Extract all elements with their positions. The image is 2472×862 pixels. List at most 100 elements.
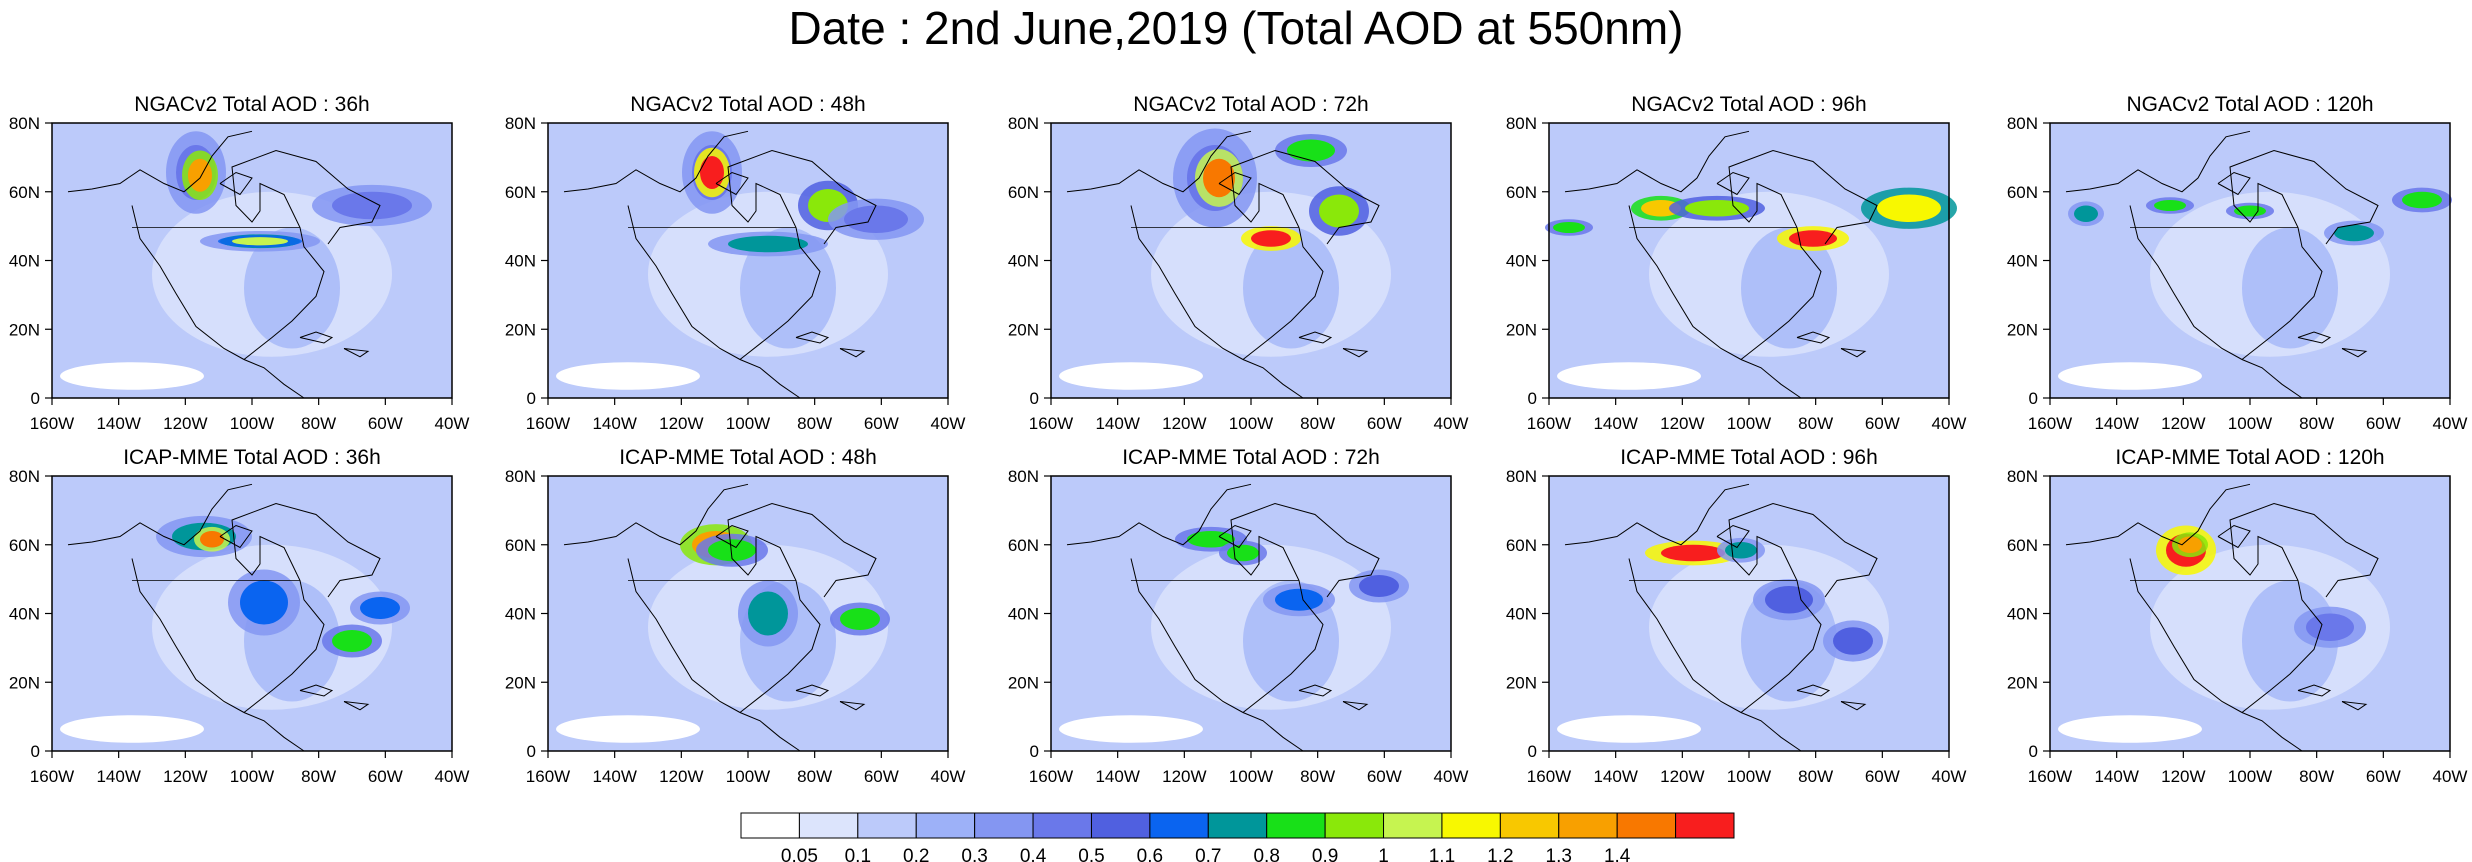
colorbar-box <box>1558 812 1618 839</box>
lon-tick-label: 120W <box>163 414 207 433</box>
lon-tick-label: 140W <box>96 414 140 433</box>
lon-tick-label: 80W <box>1300 767 1335 786</box>
coastline <box>231 149 381 360</box>
lon-tick-label: 140W <box>592 767 636 786</box>
aod-plume <box>1203 158 1235 198</box>
coastline <box>299 684 334 697</box>
colorbar-label: 1.4 <box>1604 846 1631 862</box>
coastline <box>1840 701 1867 711</box>
aod-plume <box>1275 588 1323 611</box>
coastline <box>1728 502 1878 713</box>
aod-plume <box>1833 627 1873 655</box>
coastline <box>1230 502 1380 713</box>
lat-tick-label: 60N <box>1506 536 1537 555</box>
aod-plume <box>748 591 788 636</box>
lon-tick-label: 40W <box>1434 414 1469 433</box>
lat-tick-label: 40N <box>505 252 536 271</box>
aod-plume <box>188 158 212 192</box>
lon-tick-label: 140W <box>2094 767 2138 786</box>
coastline <box>1066 130 1252 193</box>
lon-tick-label: 40W <box>2433 767 2468 786</box>
colorbar-box <box>1032 812 1092 839</box>
aod-plume <box>360 597 400 619</box>
lat-tick-label: 20N <box>2007 320 2038 339</box>
lon-tick-label: 140W <box>1095 767 1139 786</box>
coastline <box>1628 558 1802 752</box>
lon-tick-label: 160W <box>1029 414 1073 433</box>
lon-tick-label: 100W <box>726 767 770 786</box>
coastline <box>1342 348 1369 358</box>
colorbar-box <box>1675 812 1735 839</box>
lat-tick-label: 0 <box>1528 389 1537 408</box>
panel-title: NGACv2 Total AOD : 36h <box>134 93 369 116</box>
coastline <box>1564 130 1750 193</box>
coastline <box>343 701 370 711</box>
panel-title: ICAP-MME Total AOD : 120h <box>2115 446 2384 469</box>
coastline <box>2297 684 2332 697</box>
coastline <box>131 205 305 399</box>
lat-tick-label: 40N <box>1506 252 1537 271</box>
lon-tick-label: 120W <box>1162 414 1206 433</box>
coastline <box>2341 348 2368 358</box>
colorbar-label: 1.2 <box>1487 846 1513 862</box>
lon-tick-label: 160W <box>526 767 570 786</box>
map-panel: ICAP-MME Total AOD : 48h 80N 60N 40N 20N 0 160… <box>505 446 966 786</box>
lat-tick-label: 60N <box>1008 536 1039 555</box>
coastline <box>795 684 830 697</box>
lon-tick-label: 100W <box>726 414 770 433</box>
lon-tick-label: 100W <box>230 414 274 433</box>
lon-tick-label: 40W <box>931 414 966 433</box>
coastline <box>839 348 866 358</box>
lon-tick-label: 40W <box>435 414 470 433</box>
colorbar-label: 0.1 <box>845 846 871 862</box>
coastline <box>2229 502 2379 713</box>
aod-clear-region <box>1557 362 1701 390</box>
lat-tick-label: 0 <box>527 389 536 408</box>
aod-moderate-region <box>2242 227 2338 349</box>
aod-clear-region <box>556 362 700 390</box>
coastline <box>795 331 830 344</box>
lat-tick-label: 60N <box>2007 183 2038 202</box>
aod-plume <box>2154 200 2186 211</box>
lat-tick-label: 20N <box>1008 673 1039 692</box>
aod-plume <box>332 630 372 652</box>
aod-moderate-region <box>740 227 836 349</box>
colorbar-label: 0.3 <box>961 846 987 862</box>
coastline <box>715 171 749 196</box>
colorbar-box <box>798 812 859 839</box>
coastline <box>1342 701 1369 711</box>
colorbar-box <box>1616 812 1677 839</box>
lat-tick-label: 80N <box>2007 467 2038 486</box>
aod-plume <box>2074 205 2098 222</box>
colorbar-label: 0.4 <box>1020 846 1047 862</box>
aod-plume <box>844 205 908 233</box>
lat-tick-label: 60N <box>505 183 536 202</box>
aod-plume <box>2178 536 2202 553</box>
lon-tick-label: 100W <box>1229 767 1273 786</box>
colorbar-box <box>1266 812 1326 839</box>
aod-clear-region <box>1059 362 1203 390</box>
panel-title: ICAP-MME Total AOD : 36h <box>123 446 381 469</box>
coastline <box>1796 684 1831 697</box>
coastline <box>1564 483 1750 546</box>
lon-tick-label: 80W <box>1798 414 1833 433</box>
coastline <box>1130 558 1304 752</box>
aod-clear-region <box>60 715 204 743</box>
coastline <box>1230 149 1380 360</box>
lon-tick-label: 120W <box>1660 414 1704 433</box>
colorbar-label: 0.2 <box>903 846 929 862</box>
lon-tick-label: 120W <box>163 767 207 786</box>
lon-tick-label: 80W <box>797 414 832 433</box>
lat-tick-label: 40N <box>9 252 40 271</box>
lon-tick-label: 120W <box>2161 767 2205 786</box>
lon-tick-label: 60W <box>1367 414 1402 433</box>
lon-tick-label: 160W <box>1527 767 1571 786</box>
coastline <box>1628 205 1802 399</box>
colorbar-label: 0.8 <box>1253 846 1279 862</box>
map-panel: ICAP-MME Total AOD : 36h 80N 60N 40N 20N 0 160… <box>9 446 470 786</box>
aod-plume <box>2306 613 2354 641</box>
map-panel: NGACv2 Total AOD : 72h 80N 60N 40N 20N 0 160W 1… <box>1008 93 1469 433</box>
colorbar-label: 0.7 <box>1195 846 1221 862</box>
lon-tick-label: 160W <box>1029 767 1073 786</box>
